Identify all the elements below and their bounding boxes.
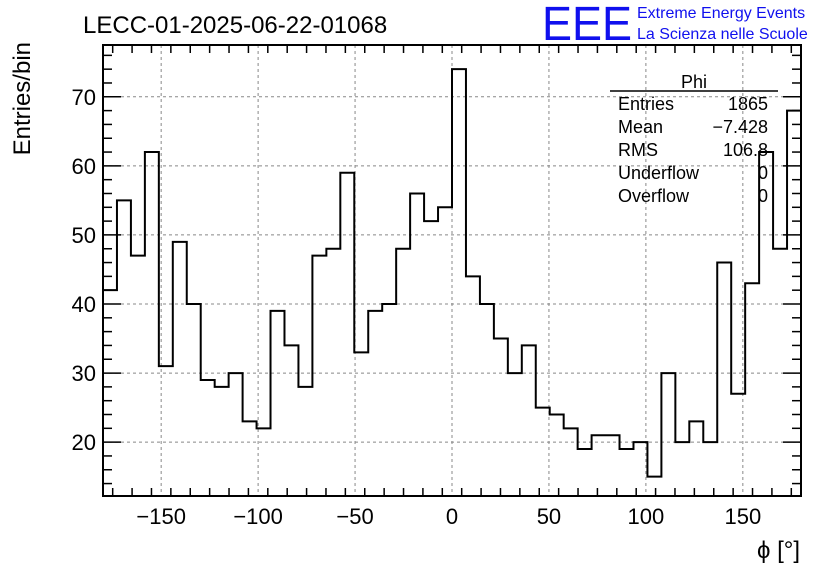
- stats-box: Phi Entries 1865 Mean −7.428 RMS 106.8 Underfl…: [610, 72, 778, 206]
- stats-rows: Entries 1865 Mean −7.428 RMS 106.8 Underflow 0 O…: [618, 94, 768, 206]
- stats-value: 1865: [728, 94, 768, 114]
- eee-logo-text: EEE: [542, 0, 632, 51]
- histogram-bin: [452, 69, 466, 496]
- histogram-bin: [187, 304, 201, 496]
- x-tick-label: −150: [136, 504, 186, 529]
- stats-label: Entries: [618, 94, 674, 114]
- histogram-bin: [745, 283, 759, 496]
- histogram-bin: [564, 428, 578, 496]
- histogram-bin: [424, 221, 438, 496]
- histogram-bin: [522, 345, 536, 496]
- x-tick-label: 150: [724, 504, 761, 529]
- histogram-bin: [466, 276, 480, 496]
- histogram-bin: [633, 442, 647, 496]
- histogram: [103, 68, 801, 496]
- histogram-bin: [494, 339, 508, 496]
- histogram-bin: [298, 387, 312, 496]
- histogram-bin: [661, 373, 675, 496]
- histogram-bin: [103, 290, 117, 496]
- stats-title: Phi: [681, 72, 707, 92]
- stats-label: RMS: [618, 140, 658, 160]
- histogram-bin: [271, 311, 285, 496]
- stats-label: Underflow: [618, 163, 700, 183]
- histogram-bin: [620, 449, 634, 496]
- x-tick-label: −100: [233, 504, 283, 529]
- histogram-outline: [103, 68, 801, 478]
- stats-value: 106.8: [723, 140, 768, 160]
- histogram-bin: [647, 477, 661, 496]
- y-tick-label: 70: [72, 85, 96, 110]
- histogram-bin: [201, 380, 215, 496]
- logo-line1: Extreme Energy Events: [637, 5, 805, 22]
- plot-frame: [102, 44, 802, 497]
- histogram-bin: [257, 428, 271, 496]
- histogram-bin: [312, 256, 326, 496]
- x-tick-label: 0: [446, 504, 458, 529]
- histogram-bin: [675, 442, 689, 496]
- histogram-bin: [438, 207, 452, 496]
- histogram-bin: [717, 263, 731, 496]
- axis-ticks: [103, 45, 801, 496]
- histogram-bin: [145, 152, 159, 496]
- y-tick-label: 60: [72, 154, 96, 179]
- y-tick-labels: 20 30 40 50 60 70: [72, 85, 96, 455]
- histogram-bin: [410, 193, 424, 496]
- histogram-bin: [592, 435, 606, 496]
- stats-value: 0: [758, 186, 768, 206]
- stats-label: Mean: [618, 117, 663, 137]
- stats-value: 0: [758, 163, 768, 183]
- y-tick-label: 50: [72, 223, 96, 248]
- y-tick-label: 40: [72, 292, 96, 317]
- histogram-bin: [480, 304, 494, 496]
- histogram-bin: [606, 435, 620, 496]
- x-axis-title: ϕ [°]: [757, 537, 800, 564]
- histogram-bin: [284, 345, 298, 496]
- eee-logo: EEE Extreme Energy Events La Scienza nel…: [542, 0, 808, 51]
- histogram-bin: [215, 387, 229, 496]
- histogram-bin: [396, 249, 410, 496]
- histogram-bin: [689, 421, 703, 496]
- y-tick-label: 20: [72, 430, 96, 455]
- histogram-bin: [382, 304, 396, 496]
- histogram-bin: [229, 373, 243, 496]
- x-tick-labels: −150 −100 −50 0 50 100 150: [136, 504, 761, 529]
- histogram-bin: [117, 200, 131, 496]
- histogram-bin: [131, 256, 145, 496]
- histogram-bin: [536, 408, 550, 496]
- histogram-bin: [508, 373, 522, 496]
- histogram-bin: [173, 242, 187, 496]
- histogram-bin: [703, 442, 717, 496]
- logo-line2: La Scienza nelle Scuole: [637, 26, 808, 43]
- histogram-bin: [731, 394, 745, 496]
- histogram-bin: [550, 415, 564, 496]
- histogram-bin: [354, 352, 368, 496]
- x-tick-label: 50: [537, 504, 561, 529]
- chart-title: LECC-01-2025-06-22-01068: [83, 12, 387, 39]
- stats-value: −7.428: [712, 117, 768, 137]
- histogram-bin: [243, 421, 257, 496]
- histogram-bin: [368, 311, 382, 496]
- histogram-bin: [578, 449, 592, 496]
- histogram-bin: [340, 173, 354, 496]
- histogram-bin: [326, 249, 340, 496]
- y-tick-label: 30: [72, 361, 96, 386]
- x-tick-label: −50: [336, 504, 373, 529]
- y-axis-title: Entries/bin: [9, 42, 36, 155]
- stats-label: Overflow: [618, 186, 690, 206]
- x-tick-label: 100: [628, 504, 665, 529]
